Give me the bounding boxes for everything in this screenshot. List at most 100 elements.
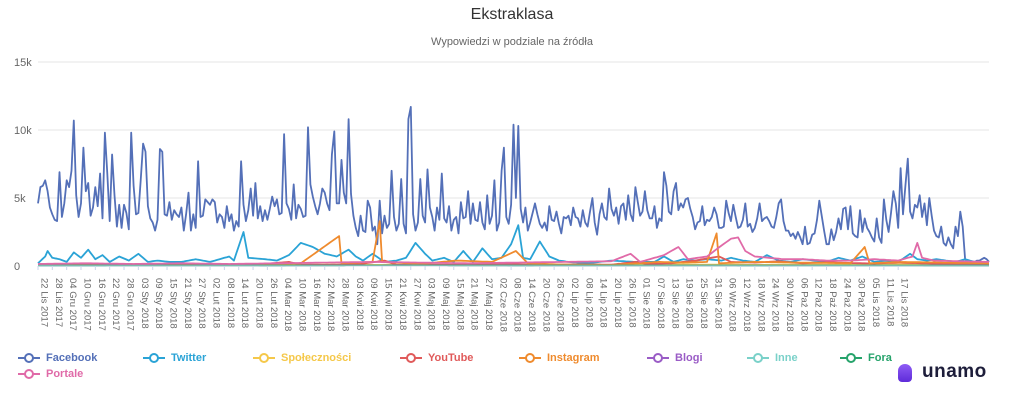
x-tick-label: 22 Lis 2017 bbox=[39, 278, 50, 327]
y-tick-label: 0 bbox=[14, 261, 20, 273]
legend-label: Facebook bbox=[46, 352, 98, 364]
x-tick-label: 04 Gru 2017 bbox=[67, 278, 78, 331]
chart-subtitle: Wypowiedzi w podziale na źródła bbox=[431, 36, 593, 48]
x-tick-label: 22 Mar 2018 bbox=[325, 278, 336, 331]
x-tick-label: 09 Maj 2018 bbox=[440, 278, 451, 330]
x-tick-label: 08 Lip 2018 bbox=[583, 278, 594, 328]
unamo-logo-icon bbox=[898, 364, 912, 382]
legend-label: Społeczności bbox=[281, 352, 352, 364]
legend-item-youtube[interactable]: YouTube bbox=[400, 352, 473, 364]
x-tick-label: 09 Kwi 2018 bbox=[368, 278, 379, 330]
x-tick-label: 26 Lut 2018 bbox=[268, 278, 279, 328]
x-tick-label: 15 Kwi 2018 bbox=[383, 278, 394, 330]
unamo-logo-text: unamo bbox=[922, 361, 987, 382]
legend-item-inne[interactable]: Inne bbox=[747, 352, 798, 364]
x-tick-label: 28 Gru 2017 bbox=[125, 278, 136, 331]
x-tick-label: 21 Kwi 2018 bbox=[397, 278, 408, 330]
x-tick-label: 13 Sie 2018 bbox=[669, 278, 680, 329]
x-axis: 22 Lis 2017 28 Lis 2017 04 Gru 2017 10 Gru … bbox=[37, 266, 910, 332]
legend-marker-icon bbox=[18, 353, 40, 364]
y-axis: 0 5k 10k 15k bbox=[14, 57, 32, 273]
x-tick-label: 08 Lut 2018 bbox=[225, 278, 236, 328]
legend-marker-icon bbox=[840, 353, 862, 364]
x-tick-label: 20 Cze 2018 bbox=[540, 278, 551, 332]
x-tick-label: 26 Lip 2018 bbox=[626, 278, 637, 328]
x-tick-label: 21 Maj 2018 bbox=[469, 278, 480, 330]
legend-label: YouTube bbox=[428, 352, 474, 364]
legend-label: Inne bbox=[775, 352, 798, 364]
x-tick-label: 16 Mar 2018 bbox=[311, 278, 322, 331]
x-tick-label: 17 Lis 2018 bbox=[899, 278, 910, 327]
legend-item-twitter[interactable]: Twitter bbox=[143, 352, 206, 364]
x-tick-label: 22 Gru 2017 bbox=[110, 278, 121, 331]
x-tick-label: 24 Paź 2018 bbox=[841, 278, 852, 331]
y-tick-label: 5k bbox=[14, 193, 26, 205]
x-tick-label: 18 Paź 2018 bbox=[827, 278, 838, 331]
legend-item-portale[interactable]: Portale bbox=[18, 368, 83, 380]
x-tick-label: 14 Lip 2018 bbox=[598, 278, 609, 328]
x-tick-label: 02 Cze 2018 bbox=[497, 278, 508, 332]
x-tick-label: 15 Sty 2018 bbox=[168, 278, 179, 329]
x-tick-label: 19 Sie 2018 bbox=[684, 278, 695, 329]
y-tick-label: 15k bbox=[14, 57, 32, 69]
legend-marker-icon bbox=[647, 353, 669, 364]
x-tick-label: 05 Lis 2018 bbox=[870, 278, 881, 327]
x-tick-label: 03 Kwi 2018 bbox=[354, 278, 365, 330]
series-facebook[interactable] bbox=[37, 106, 990, 263]
x-tick-label: 24 Wrz 2018 bbox=[770, 278, 781, 332]
legend-item-facebook[interactable]: Facebook bbox=[18, 352, 97, 364]
x-tick-label: 11 Lis 2018 bbox=[884, 278, 895, 326]
x-tick-label: 28 Lis 2017 bbox=[53, 278, 64, 327]
legend-label: Instagram bbox=[547, 352, 600, 364]
x-tick-label: 26 Cze 2018 bbox=[555, 278, 566, 332]
y-tick-label: 10k bbox=[14, 125, 32, 137]
x-tick-label: 03 Maj 2018 bbox=[426, 278, 437, 330]
x-tick-label: 27 Sty 2018 bbox=[196, 278, 207, 329]
x-tick-label: 27 Maj 2018 bbox=[483, 278, 494, 330]
legend-label: Fora bbox=[868, 352, 892, 364]
x-tick-label: 20 Lip 2018 bbox=[612, 278, 623, 328]
chart-plot: 0 5k 10k 15k 22 Lis 2017 28 Lis 2017 04 Gru 2… bbox=[14, 57, 990, 332]
legend-marker-icon bbox=[143, 353, 165, 364]
legend-marker-icon bbox=[519, 353, 541, 364]
x-tick-label: 01 Sie 2018 bbox=[641, 278, 652, 329]
x-tick-label: 14 Cze 2018 bbox=[526, 278, 537, 332]
legend-item-blogi[interactable]: Blogi bbox=[647, 352, 703, 364]
x-tick-label: 03 Sty 2018 bbox=[139, 278, 150, 329]
x-tick-label: 28 Mar 2018 bbox=[340, 278, 351, 331]
x-tick-label: 12 Wrz 2018 bbox=[741, 278, 752, 332]
x-tick-label: 06 Paź 2018 bbox=[798, 278, 809, 331]
x-tick-label: 02 Lut 2018 bbox=[211, 278, 222, 328]
legend-label: Twitter bbox=[171, 352, 207, 364]
x-tick-label: 09 Sty 2018 bbox=[153, 278, 164, 329]
series-twitter[interactable] bbox=[37, 224, 990, 265]
legend-item-instagram[interactable]: Instagram bbox=[519, 352, 600, 364]
legend-item-fora[interactable]: Fora bbox=[840, 352, 892, 364]
x-tick-label: 21 Sty 2018 bbox=[182, 278, 193, 329]
legend-label: Portale bbox=[46, 368, 84, 380]
chart-title: Ekstraklasa bbox=[470, 6, 554, 23]
x-tick-label: 10 Gru 2017 bbox=[82, 278, 93, 331]
x-tick-label: 31 Sie 2018 bbox=[712, 278, 723, 329]
legend-marker-icon bbox=[747, 353, 769, 364]
legend-marker-icon bbox=[400, 353, 422, 364]
x-tick-label: 20 Lut 2018 bbox=[254, 278, 265, 328]
x-tick-label: 30 Wrz 2018 bbox=[784, 278, 795, 332]
x-tick-label: 18 Wrz 2018 bbox=[755, 278, 766, 332]
legend-item-spo-eczno-ci[interactable]: Społeczności bbox=[253, 352, 351, 364]
series-portale[interactable] bbox=[37, 236, 989, 265]
x-tick-label: 14 Lut 2018 bbox=[239, 278, 250, 328]
x-tick-label: 06 Wrz 2018 bbox=[727, 278, 738, 332]
x-tick-label: 27 Kwi 2018 bbox=[411, 278, 422, 330]
legend-marker-icon bbox=[18, 369, 40, 380]
x-tick-label: 15 Maj 2018 bbox=[454, 278, 465, 330]
legend-label: Blogi bbox=[675, 352, 703, 364]
x-tick-label: 16 Gru 2017 bbox=[96, 278, 107, 331]
legend-marker-icon bbox=[253, 353, 275, 364]
x-tick-label: 02 Lip 2018 bbox=[569, 278, 580, 328]
x-tick-label: 04 Mar 2018 bbox=[282, 278, 293, 331]
x-tick-label: 25 Sie 2018 bbox=[698, 278, 709, 329]
x-tick-label: 30 Paź 2018 bbox=[856, 278, 867, 331]
x-tick-label: 08 Cze 2018 bbox=[512, 278, 523, 332]
x-tick-label: 07 Sie 2018 bbox=[655, 278, 666, 329]
